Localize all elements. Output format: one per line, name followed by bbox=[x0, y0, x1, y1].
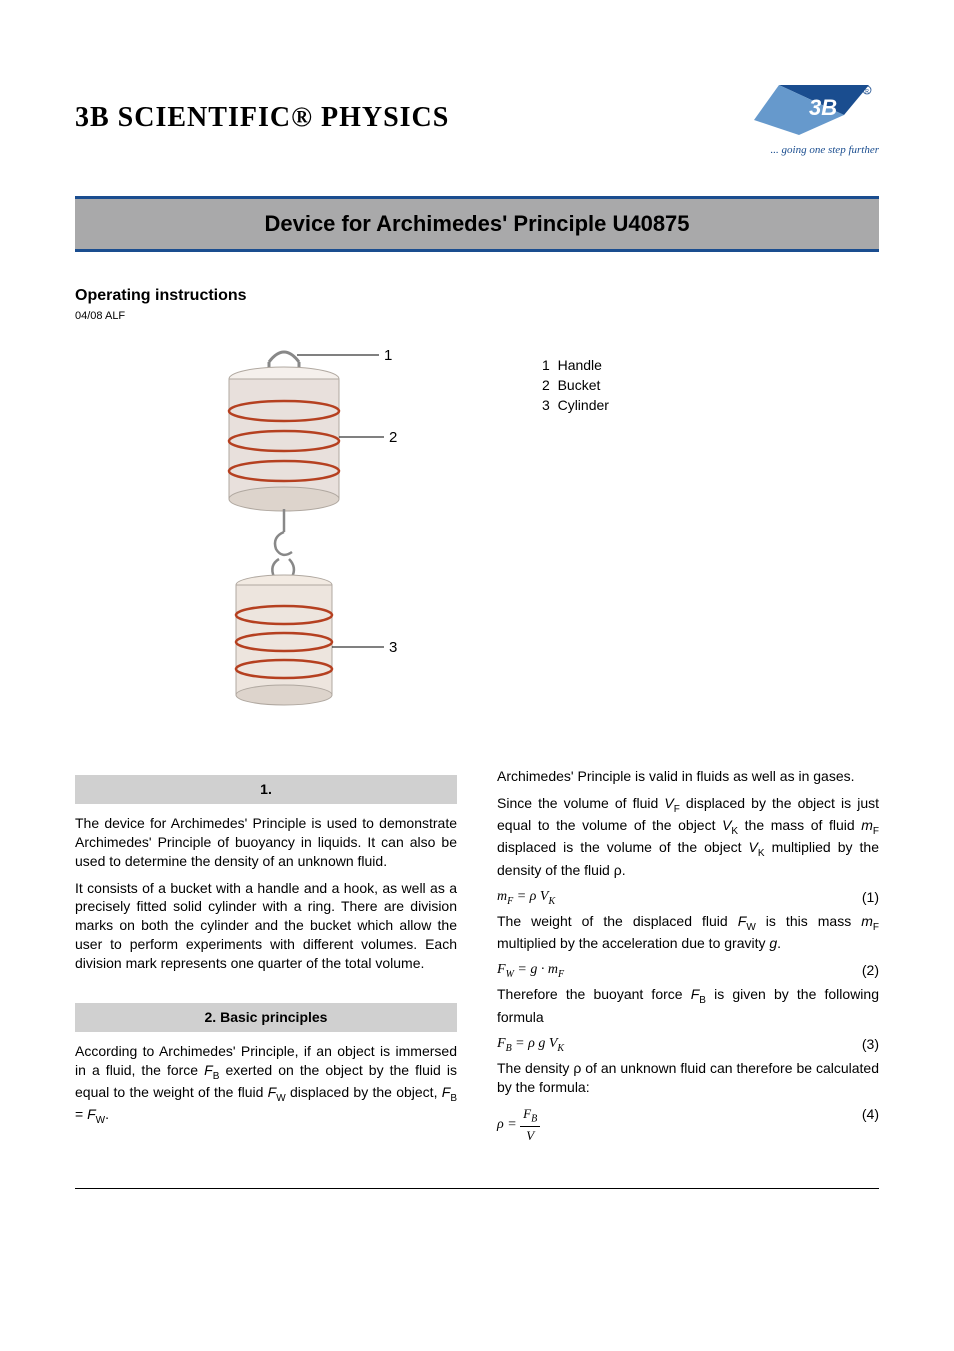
svg-text:R: R bbox=[865, 89, 869, 95]
diagram-label-3: 3 bbox=[389, 639, 397, 656]
legend-item-2: 2 Bucket bbox=[542, 377, 879, 393]
legend-num-1: 1 bbox=[542, 357, 550, 373]
volume-para: Since the volume of fluid VF displaced b… bbox=[497, 794, 879, 880]
device-illustration: 1 2 3 bbox=[75, 337, 472, 717]
formula-3: FB = ρ g VK (3) bbox=[497, 1035, 879, 1055]
formula-4: ρ = FBV (4) bbox=[497, 1105, 879, 1145]
right-column: Archimedes' Principle is valid in fluids… bbox=[497, 767, 879, 1148]
legend-item-3: 3 Cylinder bbox=[542, 397, 879, 413]
fluids-gases-para: Archimedes' Principle is valid in fluids… bbox=[497, 767, 879, 786]
logo-icon: 3B R bbox=[749, 80, 879, 140]
formula-1: mF = ρ VK (1) bbox=[497, 888, 879, 908]
formula-3-num: (3) bbox=[862, 1035, 879, 1055]
intro-para-2: It consists of a bucket with a handle an… bbox=[75, 879, 457, 973]
formula-1-num: (1) bbox=[862, 888, 879, 908]
section-2-header: 2. Basic principles bbox=[75, 1003, 457, 1032]
legend-label-2: Bucket bbox=[558, 377, 601, 393]
formula-3-text: FB = ρ g VK bbox=[497, 1035, 564, 1055]
formula-2-text: FW = g · mF bbox=[497, 961, 564, 981]
legend-num-3: 3 bbox=[542, 397, 550, 413]
principle-para: According to Archimedes' Principle, if a… bbox=[75, 1042, 457, 1128]
section-1-header: 1. bbox=[75, 775, 457, 804]
buoyant-para: Therefore the buoyant force FB is given … bbox=[497, 985, 879, 1026]
footer-divider bbox=[75, 1188, 879, 1189]
brand-prefix: 3B SCIENTIFIC bbox=[75, 102, 291, 133]
brand-title: 3B SCIENTIFIC® PHYSICS bbox=[75, 102, 449, 134]
legend-label-1: Handle bbox=[558, 357, 602, 373]
diagram-label-2: 2 bbox=[389, 429, 397, 446]
fraction-icon: FBV bbox=[520, 1105, 540, 1145]
weight-para: The weight of the displaced fluid FW is … bbox=[497, 912, 879, 953]
content-body: 1. The device for Archimedes' Principle … bbox=[75, 767, 879, 1148]
formula-4-text: ρ = FBV bbox=[497, 1105, 540, 1145]
company-logo: 3B R ... going one step further bbox=[749, 80, 879, 156]
device-diagram-section: 1 2 3 1 Handle 2 Bucket 3 Cylinder bbox=[75, 337, 879, 717]
formula-2-num: (2) bbox=[862, 961, 879, 981]
instructions-heading: Operating instructions bbox=[75, 287, 879, 305]
registered-mark: ® bbox=[291, 102, 313, 133]
logo-tagline: ... going one step further bbox=[749, 144, 879, 156]
legend-item-1: 1 Handle bbox=[542, 357, 879, 373]
density-para: The density ρ of an unknown fluid can th… bbox=[497, 1059, 879, 1097]
legend-num-2: 2 bbox=[542, 377, 550, 393]
document-code: 04/08 ALF bbox=[75, 310, 879, 322]
intro-para-1: The device for Archimedes' Principle is … bbox=[75, 814, 457, 871]
diagram-legend: 1 Handle 2 Bucket 3 Cylinder bbox=[512, 337, 879, 717]
device-svg: 1 2 3 bbox=[184, 337, 424, 717]
svg-text:3B: 3B bbox=[809, 95, 837, 120]
page-header: 3B SCIENTIFIC® PHYSICS 3B R ... going on… bbox=[75, 80, 879, 156]
formula-1-text: mF = ρ VK bbox=[497, 888, 555, 908]
formula-4-num: (4) bbox=[862, 1105, 879, 1145]
brand-suffix: PHYSICS bbox=[313, 102, 449, 133]
left-column: 1. The device for Archimedes' Principle … bbox=[75, 767, 457, 1148]
product-title-banner: Device for Archimedes' Principle U40875 bbox=[75, 196, 879, 252]
diagram-label-1: 1 bbox=[384, 347, 392, 364]
legend-label-3: Cylinder bbox=[558, 397, 609, 413]
formula-2: FW = g · mF (2) bbox=[497, 961, 879, 981]
